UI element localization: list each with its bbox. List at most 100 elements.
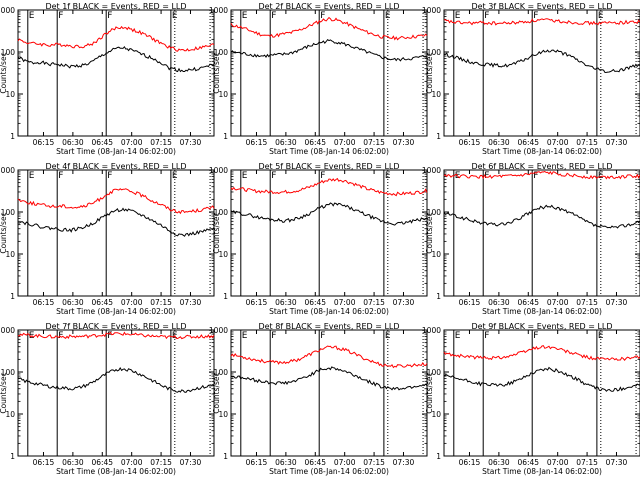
plot-frame	[230, 169, 428, 297]
y-tick-label: 1	[436, 132, 441, 141]
x-tick-label: 07:15	[363, 298, 385, 307]
y-tick-label: 100	[1, 48, 16, 57]
x-tick-label: 06:30	[275, 138, 297, 147]
x-tick-label: 06:45	[91, 138, 113, 147]
y-axis-label: Counts/sec	[0, 372, 8, 413]
series-events-line	[17, 207, 215, 237]
detector-panel-3: Det 3f BLACK = Events, RED = LLD 1 10 100 10…	[422, 2, 640, 156]
x-tick-label: 06:45	[91, 298, 113, 307]
x-tick-label: 07:00	[334, 298, 356, 307]
x-tick-label: 06:45	[304, 458, 326, 467]
event-marker-label: F	[320, 11, 325, 21]
y-tick-label: 10	[5, 250, 15, 259]
plot-frame	[443, 169, 640, 297]
x-tick-label: 06:45	[91, 458, 113, 467]
event-marker-label: E	[242, 11, 248, 21]
y-axis-label: Counts/sec	[425, 52, 434, 93]
series-events-line	[443, 366, 640, 392]
series-events-line	[230, 366, 428, 391]
event-marker-label: F	[533, 331, 538, 341]
y-tick-label: 100	[1, 368, 16, 377]
plot-frame	[17, 329, 215, 457]
x-tick-label: 06:15	[246, 458, 268, 467]
y-tick-label: 10	[431, 90, 441, 99]
series-events-line	[17, 367, 215, 393]
event-marker-label: F	[58, 331, 63, 341]
event-marker-label: F	[271, 331, 276, 341]
y-tick-label: 1000	[209, 6, 228, 15]
event-marker-label: E	[29, 11, 35, 21]
event-marker-label: E	[29, 171, 35, 181]
event-marker-label: F	[58, 171, 63, 181]
x-tick-label: 06:15	[246, 138, 268, 147]
y-tick-label: 1	[223, 292, 228, 301]
y-tick-label: 1000	[422, 166, 441, 175]
y-tick-label: 10	[218, 90, 228, 99]
x-tick-label: 06:30	[62, 298, 84, 307]
detector-panel-7: Det 7f BLACK = Events, RED = LLD 1 10 100 10…	[0, 322, 215, 476]
x-axis-label: Start Time (08-Jan-14 06:02:00)	[269, 147, 389, 156]
event-marker-label: F	[320, 171, 325, 181]
panel-title: Det 6f BLACK = Events, RED = LLD	[471, 162, 612, 171]
x-tick-label: 06:45	[517, 298, 539, 307]
y-tick-label: 1000	[0, 6, 15, 15]
x-tick-label: 07:15	[150, 458, 172, 467]
y-axis-label: Counts/sec	[0, 212, 8, 253]
panel-title: Det 2f BLACK = Events, RED = LLD	[258, 2, 399, 11]
x-tick-label: 06:45	[517, 458, 539, 467]
y-tick-label: 100	[427, 48, 442, 57]
x-axis-label: Start Time (08-Jan-14 06:02:00)	[482, 467, 602, 476]
x-tick-label: 07:30	[180, 138, 202, 147]
event-marker-label: F	[107, 171, 112, 181]
plot-frame	[17, 9, 215, 137]
event-marker-label: E	[242, 331, 248, 341]
x-tick-label: 06:15	[246, 298, 268, 307]
event-marker-label: E	[455, 11, 461, 21]
y-tick-label: 1	[223, 132, 228, 141]
event-marker-label: E	[455, 331, 461, 341]
y-tick-label: 10	[5, 410, 15, 419]
plot-frame	[443, 329, 640, 457]
x-tick-label: 07:30	[180, 298, 202, 307]
x-tick-label: 06:45	[304, 298, 326, 307]
series-events-line	[443, 204, 640, 229]
y-tick-label: 100	[214, 368, 229, 377]
panel-title: Det 4f BLACK = Events, RED = LLD	[45, 162, 186, 171]
event-marker-label: F	[533, 171, 538, 181]
x-axis-label: Start Time (08-Jan-14 06:02:00)	[269, 307, 389, 316]
x-tick-label: 07:15	[363, 138, 385, 147]
series-lld-line	[230, 177, 428, 197]
panel-title: Det 3f BLACK = Events, RED = LLD	[471, 2, 612, 11]
plot-frame	[230, 329, 428, 457]
x-tick-label: 07:15	[363, 458, 385, 467]
x-tick-label: 07:00	[334, 138, 356, 147]
plot-frame	[443, 9, 640, 137]
y-tick-label: 1000	[0, 166, 15, 175]
event-marker-label: F	[58, 11, 63, 21]
y-tick-label: 1	[10, 132, 15, 141]
detector-panel-8: Det 8f BLACK = Events, RED = LLD 1 10 100 10…	[209, 322, 428, 476]
plot-frame	[230, 9, 428, 137]
detector-panel-5: Det 5f BLACK = Events, RED = LLD 1 10 100 10…	[209, 162, 428, 316]
y-tick-label: 1000	[0, 326, 15, 335]
detector-panel-1: Det 1f BLACK = Events, RED = LLD 1 10 100 10…	[0, 2, 215, 156]
y-tick-label: 1000	[422, 6, 441, 15]
plot-frame	[17, 169, 215, 297]
detector-panel-4: Det 4f BLACK = Events, RED = LLD 1 10 100 10…	[0, 162, 215, 316]
y-tick-label: 1	[223, 452, 228, 461]
y-axis-label: Counts/sec	[212, 212, 221, 253]
x-tick-label: 07:30	[393, 138, 415, 147]
panel-title: Det 9f BLACK = Events, RED = LLD	[471, 322, 612, 331]
series-events-line	[443, 49, 640, 74]
x-tick-label: 06:30	[488, 298, 510, 307]
event-marker-label: F	[271, 171, 276, 181]
event-marker-label: F	[320, 331, 325, 341]
x-tick-label: 07:15	[150, 298, 172, 307]
series-lld-line	[230, 345, 428, 369]
x-tick-label: 07:00	[121, 298, 143, 307]
y-tick-label: 1	[10, 292, 15, 301]
x-tick-label: 07:15	[150, 138, 172, 147]
y-tick-label: 1000	[209, 326, 228, 335]
event-marker-label: F	[533, 11, 538, 21]
x-tick-label: 06:30	[488, 138, 510, 147]
